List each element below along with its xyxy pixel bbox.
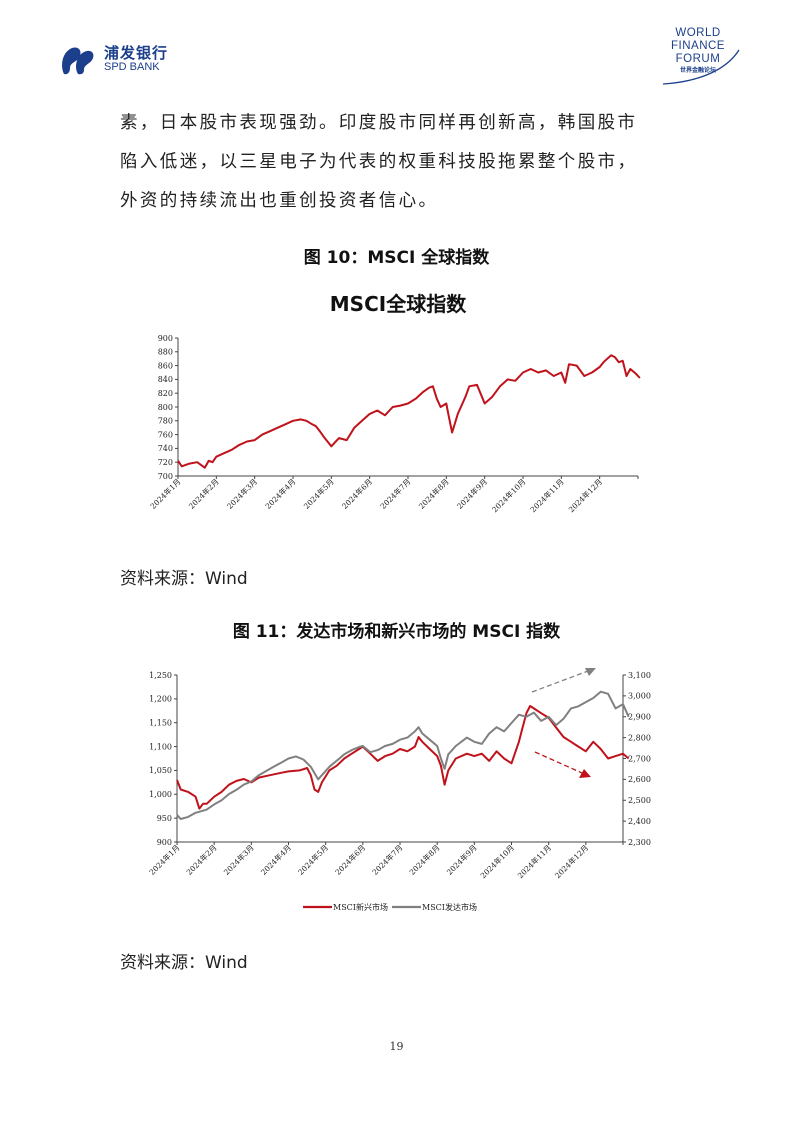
page-number: 19	[389, 1040, 404, 1053]
y2-tick-label: 2,600	[628, 775, 651, 784]
figure11-source: 资料来源：Wind	[120, 953, 248, 973]
y2-tick-label: 2,800	[628, 733, 651, 742]
y-axis-ticks: 900 880 860 840 820 800 780 760 740 720 700	[158, 334, 178, 481]
forum-line3: FORUM	[675, 53, 721, 65]
forum-line1: WORLD	[675, 27, 721, 39]
chart-axes	[177, 338, 638, 477]
y-tick-label: 1,050	[149, 766, 172, 775]
series-lines	[176, 690, 630, 820]
y-tick-label: 800	[158, 403, 173, 412]
forum-name-cn: 世界金融论坛	[679, 68, 716, 74]
body-paragraph: 素，日本股市表现强劲。印度股市同样再创新高，韩国股市 陷入低迷，以三星电子为代表…	[120, 104, 680, 221]
x-tick-label: 2024年12月	[552, 842, 590, 880]
x-tick-label: 2024年7月	[370, 842, 405, 877]
x-tick-label: 2024年2月	[184, 842, 219, 877]
chart-legend: MSCI新兴市场 MSCI发达市场	[303, 902, 477, 912]
chart-title: MSCI全球指数	[330, 292, 467, 316]
x-tick-label: 2024年4月	[258, 842, 293, 877]
x-tick-label: 2024年9月	[444, 842, 479, 877]
x-tick-label: 2024年7月	[378, 476, 413, 511]
bank-name-cn: 浦发银行	[104, 44, 169, 62]
world-finance-forum-logo: WORLD FINANCE FORUM 世界金融论坛	[658, 27, 738, 76]
forum-line2: FINANCE	[671, 40, 725, 52]
series-line-0	[176, 705, 630, 810]
y-tick-label: 860	[158, 361, 173, 370]
x-tick-label: 2024年10月	[489, 476, 527, 514]
x-tick-label: 2024年2月	[186, 476, 221, 511]
y-tick-label: 700	[158, 472, 173, 481]
x-axis-ticks: 2024年1月 2024年2月 2024年3月 2024年4月 2024年5月 2024年…	[148, 476, 639, 514]
y-tick-label: 720	[158, 458, 173, 467]
y-tick-label: 1,000	[149, 790, 172, 799]
figure10-caption: 图 10：MSCI 全球指数	[303, 248, 490, 268]
x-tick-label: 2024年3月	[221, 842, 256, 877]
x-tick-label: 2024年9月	[455, 476, 490, 511]
y-tick-label: 1,250	[149, 671, 172, 680]
body-line: 素，日本股市表现强劲。印度股市同样再创新高，韩国股市	[120, 113, 638, 133]
x-tick-label: 2024年11月	[515, 842, 553, 880]
body-line: 陷入低迷，以三星电子为代表的权重科技股拖累整个股市，	[120, 152, 638, 172]
y-tick-label: 760	[158, 430, 173, 439]
msci-world-chart: MSCI全球指数 900 880 860 840 820 800 780 760 740 720 7…	[148, 292, 641, 514]
y-tick-label: 1,200	[149, 695, 172, 704]
y2-tick-label: 2,400	[628, 817, 651, 826]
y2-tick-label: 3,100	[628, 671, 651, 680]
y2-tick-label: 2,700	[628, 754, 651, 763]
bank-name-en: SPD BANK	[104, 61, 160, 73]
y-tick-label: 950	[157, 814, 172, 823]
x-tick-label: 2024年8月	[407, 842, 442, 877]
y-tick-label: 880	[158, 348, 173, 357]
up-trend-arrowhead	[585, 668, 596, 676]
down-trend-arrowhead	[579, 769, 591, 778]
y-tick-label: 840	[158, 375, 173, 384]
x-tick-label: 2024年6月	[340, 476, 375, 511]
x-tick-label: 2024年6月	[333, 842, 368, 877]
x-tick-label: 2024年8月	[416, 476, 451, 511]
x-tick-label: 2024年12月	[566, 476, 604, 514]
trend-arrows	[531, 668, 596, 778]
x-tick-label: 2024年5月	[301, 476, 336, 511]
msci-dm-em-chart: 1,250 1,200 1,150 1,100 1,050 1,000 950 900 3,1…	[147, 668, 651, 912]
y2-tick-label: 3,000	[628, 692, 651, 701]
x-tick-label: 2024年5月	[296, 842, 331, 877]
body-line: 外资的持续流出也重创投资者信心。	[120, 191, 439, 211]
figure10-source: 资料来源：Wind	[120, 569, 248, 589]
y-tick-label: 740	[158, 444, 173, 453]
y-tick-label: 780	[158, 417, 173, 426]
y2-tick-label: 2,900	[628, 713, 651, 722]
chart-axes	[176, 675, 624, 843]
y-tick-label: 1,100	[149, 742, 172, 751]
y-axis-ticks: 1,250 1,200 1,150 1,100 1,050 1,000 950 900	[149, 671, 177, 847]
x-tick-label: 2024年1月	[148, 476, 183, 511]
series-line-1	[176, 690, 630, 820]
down-trend-arrow	[534, 751, 583, 774]
x-tick-label: 2024年4月	[263, 476, 298, 511]
x-tick-label: 2024年11月	[528, 476, 566, 514]
y-tick-label: 900	[158, 334, 173, 343]
y2-tick-label: 2,300	[628, 838, 651, 847]
x-tick-label: 2024年3月	[225, 476, 260, 511]
x-axis-ticks: 2024年1月 2024年2月 2024年3月 2024年4月 2024年5月 2024年…	[147, 842, 624, 880]
legend-label-em: MSCI新兴市场	[333, 902, 388, 912]
spd-bank-logo-icon	[62, 47, 94, 75]
y2-axis-ticks: 3,100 3,000 2,900 2,800 2,700 2,600 2,500 2,400…	[623, 671, 651, 847]
up-trend-arrow	[531, 670, 589, 693]
forum-arc-icon	[662, 49, 740, 85]
legend-label-dm: MSCI发达市场	[422, 902, 477, 912]
series-lines	[177, 354, 641, 469]
y2-tick-label: 2,500	[628, 796, 651, 805]
series-line-0	[177, 354, 641, 469]
y-tick-label: 820	[158, 389, 173, 398]
y-tick-label: 900	[157, 838, 172, 847]
y-tick-label: 1,150	[149, 719, 172, 728]
x-tick-label: 2024年1月	[147, 842, 182, 877]
figure11-caption: 图 11：发达市场和新兴市场的 MSCI 指数	[232, 622, 561, 642]
x-tick-label: 2024年10月	[478, 842, 516, 880]
